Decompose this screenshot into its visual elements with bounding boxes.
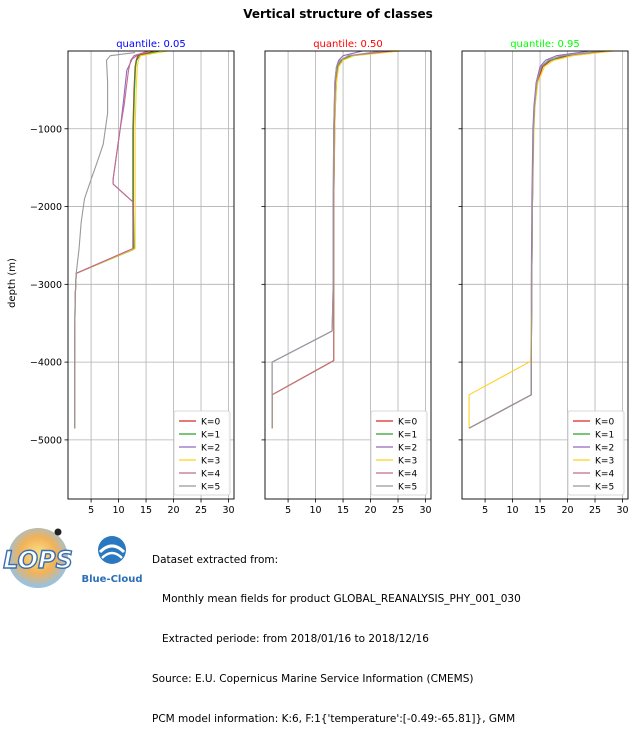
legend-label: K=5: [201, 483, 220, 493]
x-tick-label: 25: [589, 505, 601, 516]
x-tick-label: 20: [364, 505, 376, 516]
y-tick-label: −1000: [30, 124, 62, 135]
lops-logo: LOPS: [2, 528, 74, 588]
legend-label: K=2: [201, 444, 220, 454]
series-line-K=4: [468, 50, 607, 429]
blue-cloud-logo: Blue-Cloud: [81, 536, 143, 585]
x-tick-label: 25: [392, 505, 404, 516]
info-line: Dataset extracted from:: [152, 553, 279, 566]
legend-label: K=2: [595, 444, 614, 454]
lops-logo-text: LOPS: [3, 546, 73, 574]
series-line-K=4: [74, 50, 149, 429]
legend-label: K=1: [595, 431, 614, 441]
series-line-K=5: [271, 50, 382, 429]
series-line-K=5: [74, 52, 136, 429]
axes-frame: [67, 50, 235, 500]
x-tick-label: 30: [222, 505, 234, 516]
x-tick-label: 15: [140, 505, 152, 516]
panel-title: quantile: 0.05: [116, 39, 186, 50]
series-line-K=4: [271, 50, 393, 429]
series-line-K=5: [468, 50, 601, 429]
legend-label: K=0: [398, 418, 417, 428]
x-tick-label: 15: [337, 505, 349, 516]
axes-frame: [264, 50, 432, 500]
x-tick-label: 10: [507, 505, 519, 516]
chart-panels: 5 10 15 20 25 30 −1000 −2000 −3000 −4000 −5000 quan…: [30, 39, 629, 516]
legend-label: K=1: [201, 431, 220, 441]
dataset-info: Dataset extracted from: Monthly mean fie…: [152, 527, 521, 740]
x-tick-label: 5: [482, 505, 488, 516]
axes-frame: [461, 50, 629, 500]
blue-cloud-logo-text: Blue-Cloud: [81, 574, 142, 585]
chart-panel: 5 10 15 20 25 30 quantile: 0.95 K=0 K=1 K=2 K=3 K=4…: [458, 39, 629, 516]
y-tick-label: −4000: [30, 358, 62, 369]
legend-label: K=4: [201, 470, 220, 480]
panel-title: quantile: 0.95: [510, 39, 580, 50]
legend-label: K=3: [201, 457, 220, 467]
legend-box: [370, 410, 428, 496]
legend-label: K=4: [595, 470, 614, 480]
x-tick-label: 15: [534, 505, 546, 516]
vertical-structure-figure: Vertical structure of classes depth (m) …: [7, 7, 629, 516]
series-line-K=2: [271, 50, 363, 429]
panel-title: quantile: 0.50: [313, 39, 383, 50]
legend-label: K=3: [398, 457, 417, 467]
legend-label: K=0: [595, 418, 614, 428]
x-tick-label: 10: [310, 505, 322, 516]
x-tick-label: 20: [167, 505, 179, 516]
y-axis-label: depth (m): [7, 258, 18, 308]
info-line: Source: E.U. Copernicus Marine Service I…: [152, 673, 474, 686]
series-line-K=3: [74, 50, 169, 429]
x-tick-label: 10: [113, 505, 125, 516]
info-line: Monthly mean fields for product GLOBAL_R…: [152, 593, 521, 606]
series-line-K=1: [468, 50, 609, 429]
series-line-K=3: [271, 50, 401, 429]
info-line: Extracted periode: from 2018/01/16 to 20…: [152, 633, 429, 646]
x-tick-label: 30: [616, 505, 628, 516]
figure-title: Vertical structure of classes: [243, 7, 433, 21]
legend-box: [173, 410, 231, 496]
y-tick-label: −3000: [30, 280, 62, 291]
series-line-K=1: [74, 50, 160, 429]
series-line-K=3: [468, 50, 615, 429]
info-line: PCM model information: K:6, F:1{'tempera…: [152, 713, 516, 726]
legend-label: K=5: [595, 483, 614, 493]
legend-label: K=1: [398, 431, 417, 441]
x-tick-label: 5: [285, 505, 291, 516]
x-tick-label: 20: [561, 505, 573, 516]
legend-label: K=4: [398, 470, 417, 480]
x-tick-label: 5: [88, 505, 94, 516]
chart-panel: 5 10 15 20 25 30 −1000 −2000 −3000 −4000 −5000 quan…: [30, 39, 235, 516]
y-tick-label: −2000: [30, 202, 62, 213]
legend-label: K=3: [595, 457, 614, 467]
legend-label: K=0: [201, 418, 220, 428]
series-line-K=0: [74, 50, 155, 429]
legend-box: [567, 410, 625, 496]
x-tick-label: 25: [195, 505, 207, 516]
x-tick-label: 30: [419, 505, 431, 516]
y-tick-label: −5000: [30, 435, 62, 446]
series-line-K=2: [468, 50, 590, 429]
legend-label: K=5: [398, 483, 417, 493]
legend-label: K=2: [398, 444, 417, 454]
chart-panel: 5 10 15 20 25 30 quantile: 0.50 K=0 K=1 K=2 K=3 K=4…: [261, 39, 432, 516]
